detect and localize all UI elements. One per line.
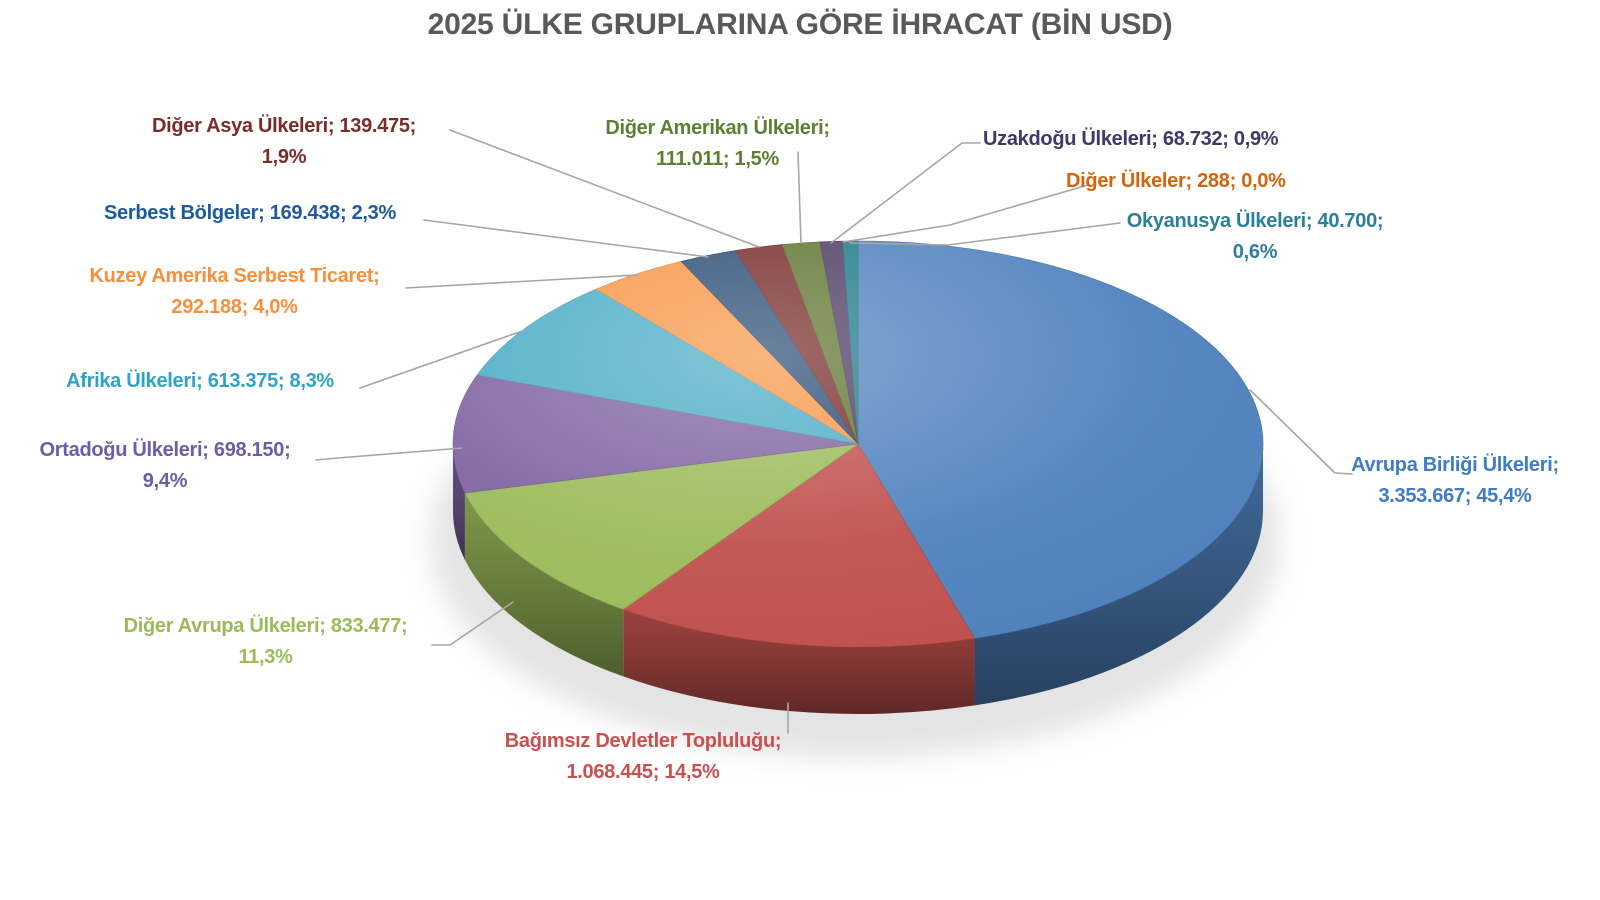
chart-title: 2025 ÜLKE GRUPLARINA GÖRE İHRACAT (BİN U… bbox=[427, 8, 1173, 41]
leader-line bbox=[830, 142, 981, 244]
leader-line bbox=[1249, 389, 1353, 475]
leader-line bbox=[431, 601, 514, 646]
leader-line bbox=[359, 329, 526, 389]
leader-line bbox=[849, 222, 1121, 246]
leader-line bbox=[405, 274, 638, 289]
leader-line bbox=[315, 447, 463, 461]
leader-line bbox=[449, 129, 760, 248]
leader-line bbox=[797, 151, 802, 244]
leader-line bbox=[423, 219, 709, 258]
leader-line bbox=[842, 184, 1089, 243]
